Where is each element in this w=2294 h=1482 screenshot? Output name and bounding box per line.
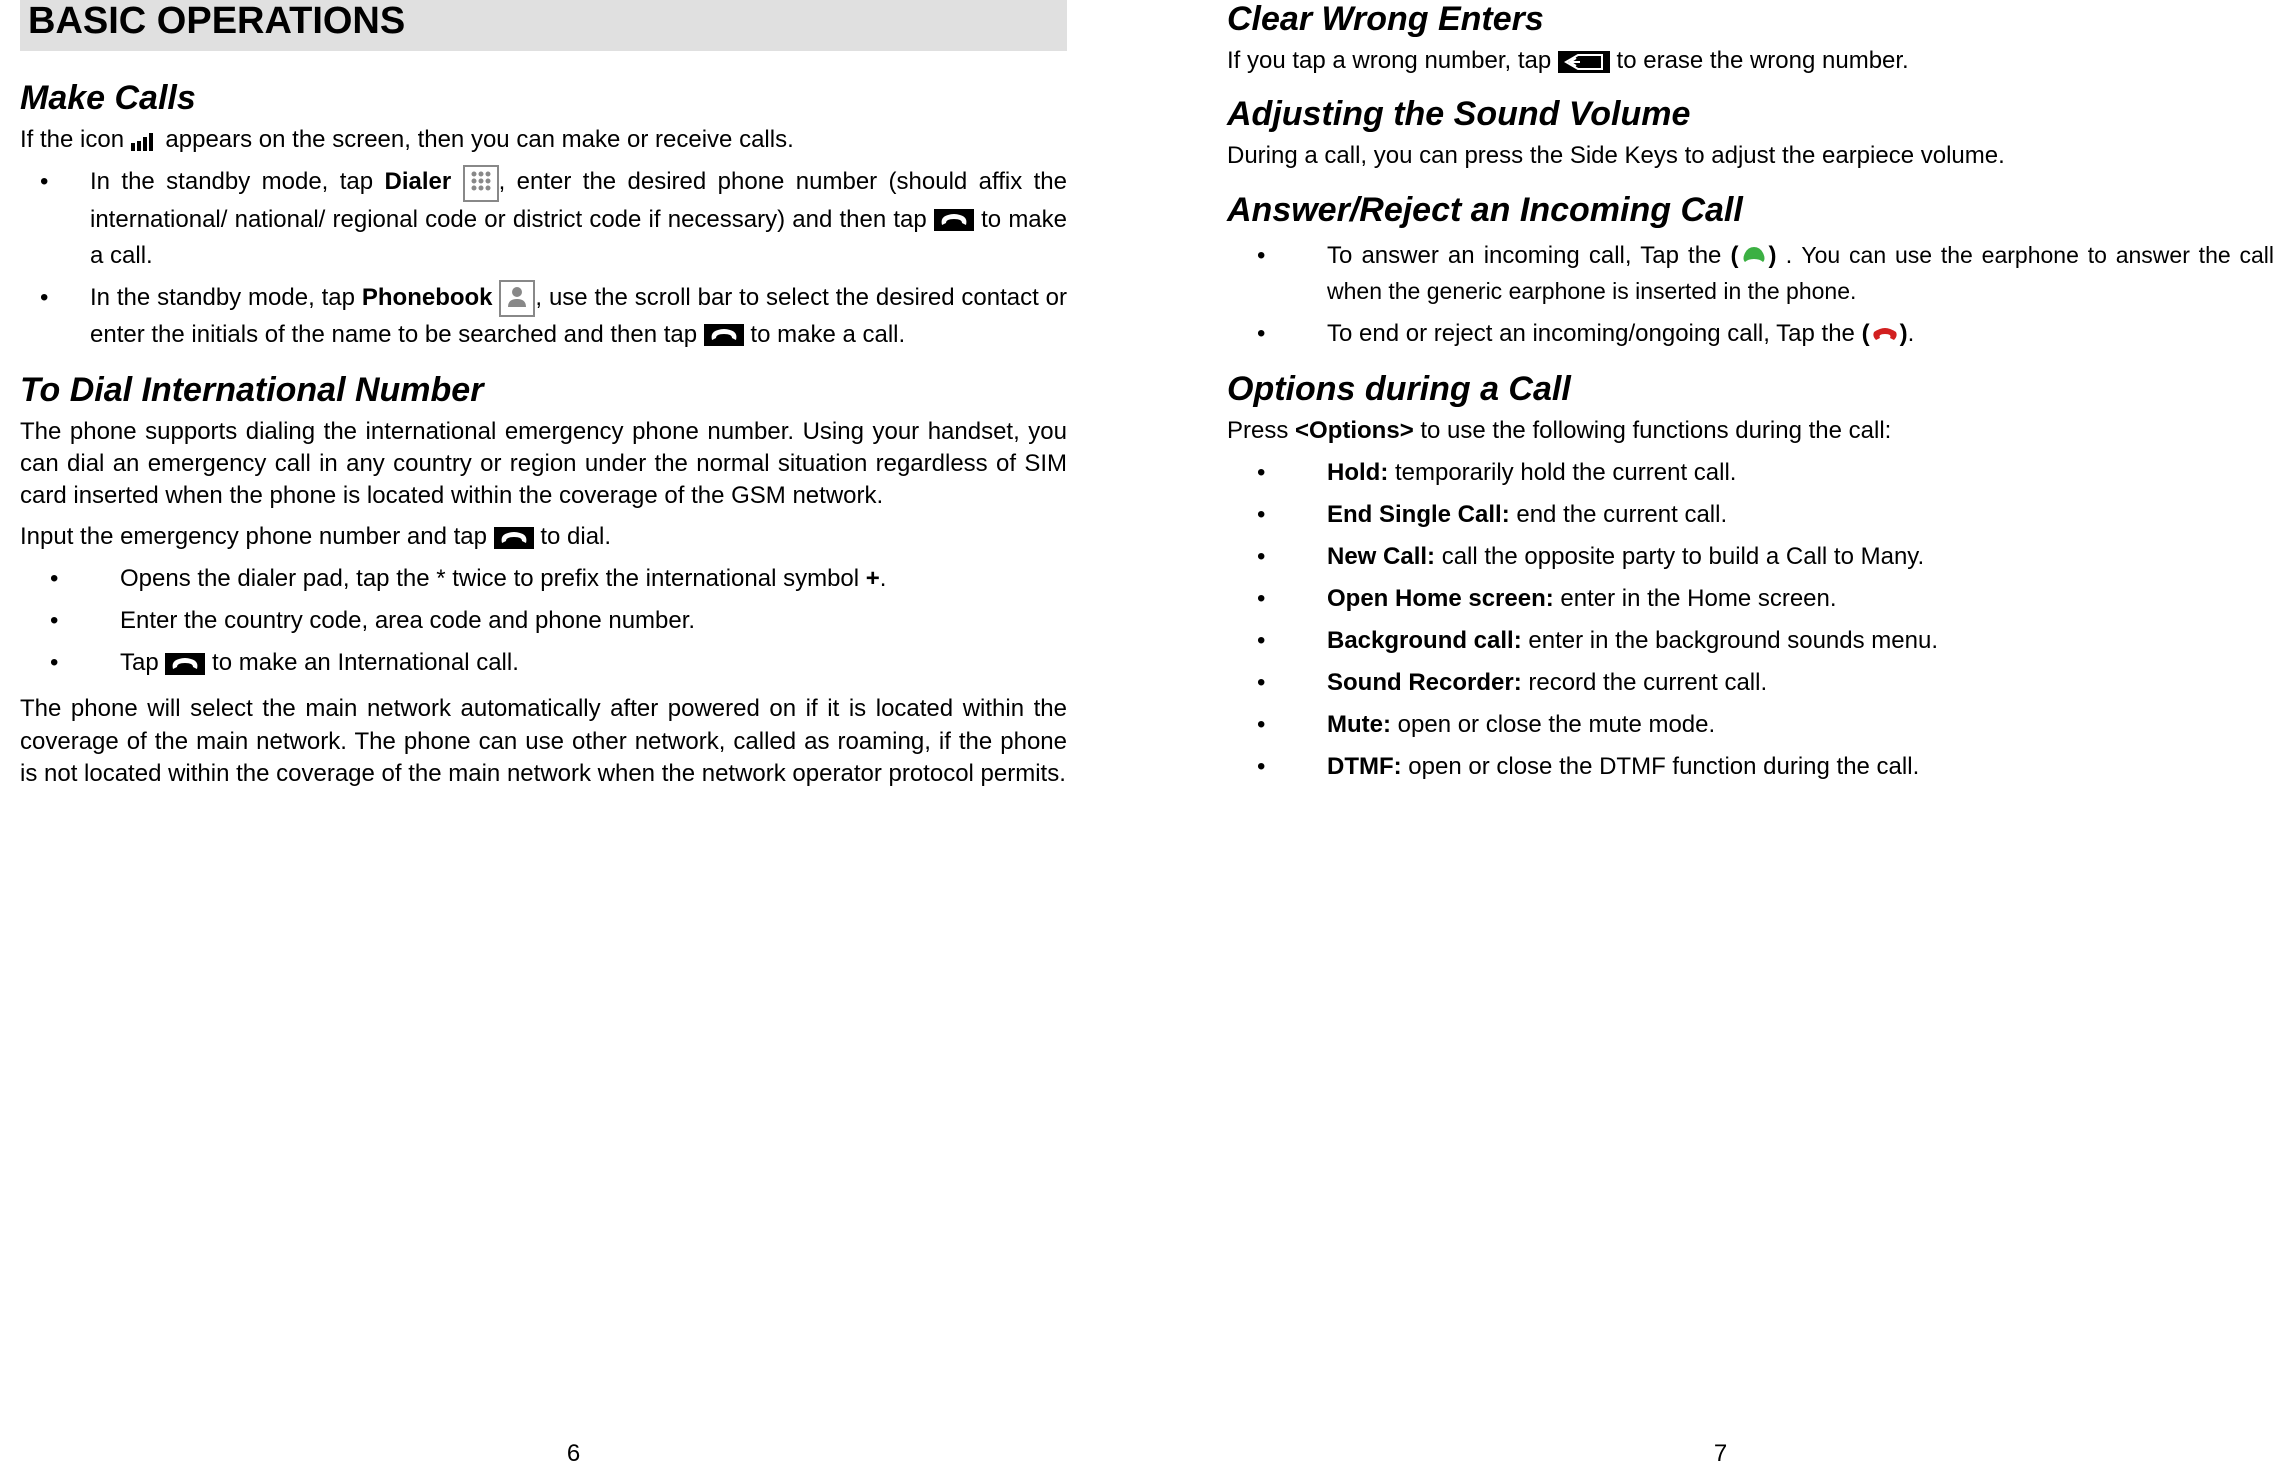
- option-desc: open or close the mute mode.: [1391, 711, 1715, 738]
- list-item: In the standby mode, tap Dialer , enter …: [20, 164, 1067, 273]
- handset-icon: [704, 324, 744, 346]
- option-label: Mute:: [1327, 711, 1391, 738]
- bold-options: <Options>: [1295, 417, 1414, 444]
- list-item: DTMF: open or close the DTMF function du…: [1227, 749, 2274, 785]
- text: In the standby mode, tap: [90, 168, 385, 195]
- text: .: [880, 565, 887, 592]
- subheading-intl: To Dial International Number: [20, 371, 1067, 410]
- intl-p2: Input the emergency phone number and tap…: [20, 521, 1067, 553]
- text: If the icon: [20, 126, 131, 153]
- page-number-right: 7: [1147, 1440, 2294, 1468]
- list-item: Sound Recorder: record the current call.: [1227, 665, 2274, 701]
- handset-icon: [494, 527, 534, 549]
- paren-close: ): [1900, 320, 1908, 347]
- option-desc: end the current call.: [1510, 501, 1727, 528]
- list-item: To end or reject an incoming/ongoing cal…: [1227, 316, 2274, 352]
- option-label: DTMF:: [1327, 753, 1402, 780]
- list-item: Tap to make an International call.: [20, 645, 1067, 681]
- list-item: To answer an incoming call, Tap the () .…: [1227, 238, 2274, 310]
- answer-call-icon: [1739, 244, 1769, 268]
- subheading-options: Options during a Call: [1227, 370, 2274, 409]
- paren-close: ): [1769, 242, 1777, 269]
- subheading-make-calls: Make Calls: [20, 79, 1067, 118]
- bold-phonebook: Phonebook: [362, 284, 493, 311]
- text: Opens the dialer pad, tap the * twice to…: [120, 565, 866, 592]
- option-label: Hold:: [1327, 459, 1388, 486]
- bold-plus: +: [866, 565, 880, 592]
- list-item: Open Home screen: enter in the Home scre…: [1227, 581, 2274, 617]
- option-desc: enter in the Home screen.: [1554, 585, 1837, 612]
- make-calls-intro: If the icon appears on the screen, then …: [20, 124, 1067, 156]
- option-desc: record the current call.: [1522, 669, 1767, 696]
- option-label: Open Home screen:: [1327, 585, 1554, 612]
- volume-p: During a call, you can press the Side Ke…: [1227, 140, 2274, 172]
- text: Input the emergency phone number and tap: [20, 523, 494, 550]
- text: to make a call.: [750, 321, 905, 348]
- list-item: Mute: open or close the mute mode.: [1227, 707, 2274, 743]
- subheading-volume: Adjusting the Sound Volume: [1227, 95, 2274, 134]
- reject-call-icon: [1870, 322, 1900, 346]
- handset-icon: [934, 209, 974, 231]
- intl-p3: The phone will select the main network a…: [20, 693, 1067, 790]
- phonebook-icon: [499, 280, 535, 317]
- options-list: Hold: temporarily hold the current call.…: [1227, 455, 2274, 785]
- make-calls-list: In the standby mode, tap Dialer , enter …: [20, 164, 1067, 352]
- text: Press: [1227, 417, 1295, 444]
- text: to dial.: [540, 523, 611, 550]
- list-item: Background call: enter in the background…: [1227, 623, 2274, 659]
- text: .: [1777, 242, 1802, 269]
- option-label: New Call:: [1327, 543, 1435, 570]
- option-desc: call the opposite party to build a Call …: [1435, 543, 1924, 570]
- handset-icon: [165, 653, 205, 675]
- option-label: Sound Recorder:: [1327, 669, 1522, 696]
- list-item: Enter the country code, area code and ph…: [20, 603, 1067, 639]
- answer-list: To answer an incoming call, Tap the () .…: [1227, 238, 2274, 352]
- options-intro: Press <Options> to use the following fun…: [1227, 415, 2274, 447]
- paren-open: (: [1862, 320, 1870, 347]
- section-header: BASIC OPERATIONS: [20, 0, 1067, 51]
- text: to erase the wrong number.: [1617, 47, 1909, 74]
- text: To end or reject an incoming/ongoing cal…: [1327, 320, 1862, 347]
- intl-list: Opens the dialer pad, tap the * twice to…: [20, 561, 1067, 681]
- backspace-icon: [1558, 51, 1610, 73]
- text: [451, 168, 462, 195]
- dialer-icon: [463, 165, 499, 202]
- text: If you tap a wrong number, tap: [1227, 47, 1558, 74]
- option-desc: enter in the background sounds menu.: [1522, 627, 1938, 654]
- list-item: In the standby mode, tap Phonebook , use…: [20, 280, 1067, 353]
- text: In the standby mode, tap: [90, 284, 362, 311]
- option-desc: temporarily hold the current call.: [1388, 459, 1736, 486]
- text: appears on the screen, then you can make…: [165, 126, 793, 153]
- list-item: Opens the dialer pad, tap the * twice to…: [20, 561, 1067, 597]
- option-label: End Single Call:: [1327, 501, 1510, 528]
- text: To answer an incoming call, Tap the: [1327, 242, 1731, 269]
- page-right: Clear Wrong Enters If you tap a wrong nu…: [1147, 0, 2294, 1482]
- subheading-answer: Answer/Reject an Incoming Call: [1227, 191, 2274, 230]
- list-item: End Single Call: end the current call.: [1227, 497, 2274, 533]
- text: to use the following functions during th…: [1414, 417, 1892, 444]
- text: .: [1908, 320, 1915, 347]
- text: Tap: [120, 649, 165, 676]
- option-desc: open or close the DTMF function during t…: [1402, 753, 1920, 780]
- signal-icon: [131, 131, 159, 151]
- paren-open: (: [1731, 242, 1739, 269]
- subheading-clear: Clear Wrong Enters: [1227, 0, 2274, 39]
- text: [493, 284, 500, 311]
- page-number-left: 6: [0, 1440, 1147, 1468]
- bold-dialer: Dialer: [385, 168, 452, 195]
- page-left: BASIC OPERATIONS Make Calls If the icon …: [0, 0, 1147, 1482]
- clear-p: If you tap a wrong number, tap to erase …: [1227, 45, 2274, 77]
- list-item: New Call: call the opposite party to bui…: [1227, 539, 2274, 575]
- list-item: Hold: temporarily hold the current call.: [1227, 455, 2274, 491]
- intl-p1: The phone supports dialing the internati…: [20, 416, 1067, 513]
- option-label: Background call:: [1327, 627, 1522, 654]
- text: to make an International call.: [212, 649, 519, 676]
